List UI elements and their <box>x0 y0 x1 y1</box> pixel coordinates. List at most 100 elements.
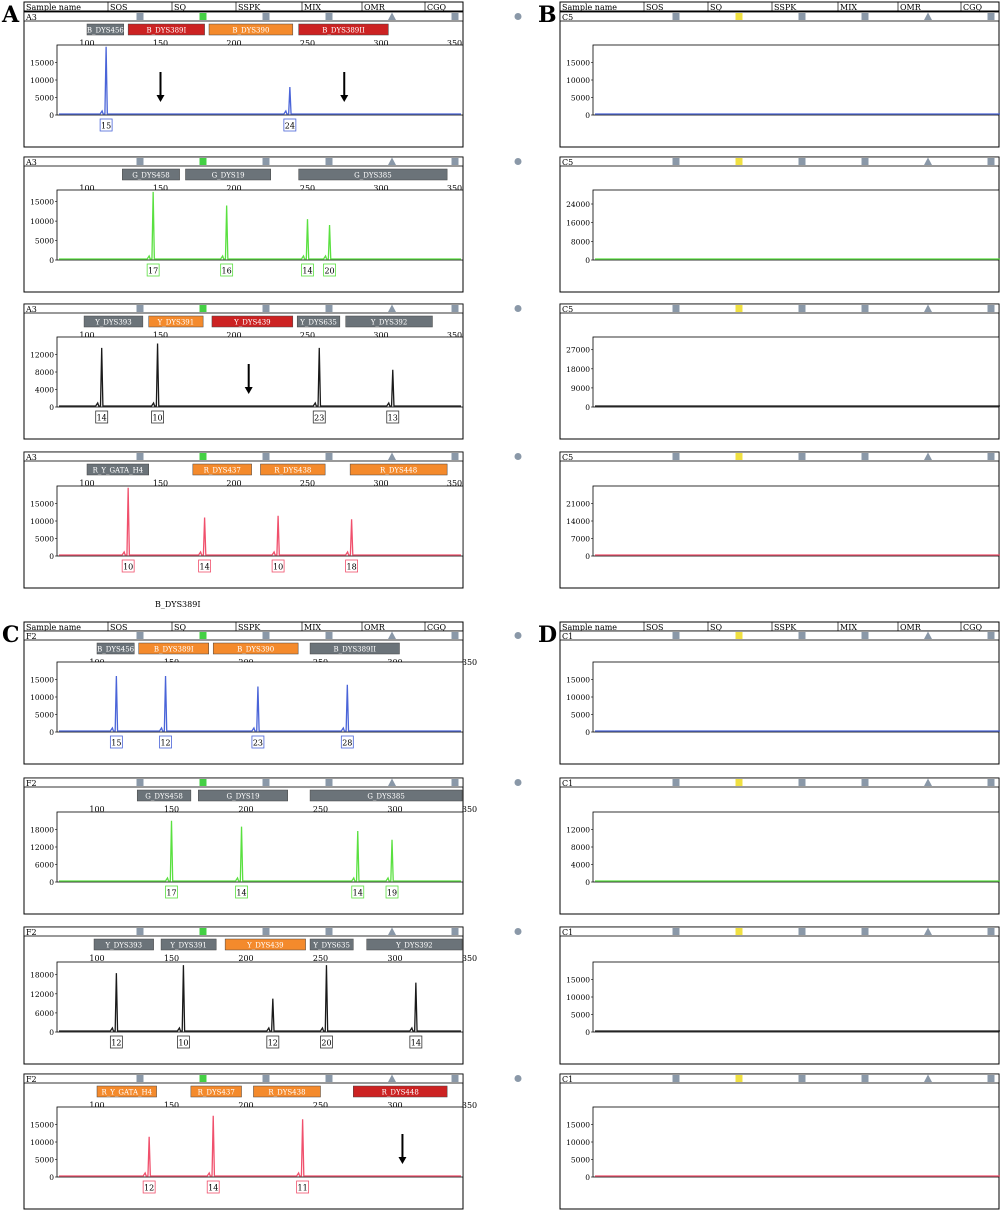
sample-row <box>559 926 1000 937</box>
x-tick-label: 100 <box>79 184 94 193</box>
allele-label: 17 <box>166 889 176 898</box>
allele-label: 11 <box>298 1184 308 1193</box>
status-sq-icon <box>199 1075 207 1082</box>
status-circle-icon <box>514 928 522 935</box>
trace-line <box>59 191 461 260</box>
status-triangle-icon <box>924 1074 932 1082</box>
header-col-cgq: CGQ <box>963 623 983 632</box>
header-col-sq: SQ <box>710 623 722 632</box>
status-sq-icon <box>735 928 743 935</box>
status-triangle-icon <box>924 452 932 460</box>
status-square-icon <box>262 453 270 460</box>
status-square-icon <box>861 453 869 460</box>
status-sq-icon <box>199 928 207 935</box>
allele-box <box>151 410 164 424</box>
trace-line <box>59 343 461 407</box>
status-square-icon <box>136 1075 144 1082</box>
status-sq-icon <box>735 13 743 20</box>
locus-label: Y_DYS392 <box>370 319 408 327</box>
plot-area <box>592 336 1000 408</box>
status-square-icon <box>672 1075 680 1082</box>
status-square-icon <box>262 13 270 20</box>
allele-box <box>271 559 285 573</box>
y-tick-label: 15000 <box>30 676 54 685</box>
allele-label: 23 <box>253 739 263 748</box>
status-square-icon <box>987 305 995 312</box>
y-tick-label: 21000 <box>566 500 590 509</box>
x-tick-label: 300 <box>373 184 388 193</box>
status-square-icon <box>672 779 680 786</box>
locus-label: R_DYS438 <box>268 1089 305 1097</box>
allele-box <box>165 885 178 899</box>
locus-box <box>148 315 204 328</box>
status-triangle-icon <box>388 452 396 460</box>
locus-label: Y_DYS635 <box>299 319 337 327</box>
locus-box <box>224 938 306 951</box>
y-tick-label: 0 <box>585 1028 590 1037</box>
channel-black: C5Y_DYS393Y_DYS391Y_DYS439Y_DYS635Y_DYS3… <box>559 303 1000 440</box>
sample-row <box>559 11 1000 22</box>
plot-area <box>56 336 464 408</box>
x-tick-label: 100 <box>89 805 104 814</box>
status-triangle-icon <box>388 1074 396 1082</box>
status-square-icon <box>987 928 995 935</box>
header-col-omr: OMR <box>364 623 386 632</box>
y-tick-label: 0 <box>49 728 54 737</box>
trace-line <box>59 965 461 1032</box>
status-square-icon <box>325 158 333 165</box>
sample-name: C1 <box>562 1075 573 1084</box>
channel-black: C1Y_DYS393Y_DYS391Y_DYS439Y_DYS635Y_DYS3… <box>559 926 1000 1065</box>
x-tick-label: 100 <box>89 1101 104 1110</box>
status-triangle-icon <box>924 927 932 935</box>
sample-row <box>559 630 1000 641</box>
status-square-icon <box>451 779 459 786</box>
y-tick-label: 4000 <box>35 386 54 395</box>
y-tick-label: 0 <box>49 403 54 412</box>
dropout-arrowhead <box>156 95 165 102</box>
x-tick-label: 150 <box>153 184 168 193</box>
allele-box <box>386 410 400 424</box>
locus-box <box>353 1085 448 1098</box>
locus-label: Y_DYS635 <box>312 942 350 950</box>
locus-label: B_DYS389I <box>146 27 186 35</box>
status-sq-icon <box>199 158 207 165</box>
locus-label: B_DYS389II <box>333 646 376 654</box>
x-tick-label: 200 <box>238 805 253 814</box>
allele-box <box>206 1180 220 1194</box>
locus-box <box>83 315 144 328</box>
allele-box <box>320 1035 333 1049</box>
locus-label: B_DYS390 <box>232 27 269 35</box>
status-square-icon <box>136 453 144 460</box>
sample-row <box>559 303 1000 314</box>
locus-label: G_DYS385 <box>367 793 404 801</box>
header-col-mix: MIX <box>304 3 321 12</box>
header-col-sq: SQ <box>174 623 186 632</box>
y-tick-label: 0 <box>49 1028 54 1037</box>
x-tick-label: 350 <box>462 805 477 814</box>
status-square-icon <box>798 453 806 460</box>
locus-box <box>309 789 463 802</box>
status-square-icon <box>136 928 144 935</box>
x-tick-label: 300 <box>387 1101 402 1110</box>
y-tick-label: 8000 <box>571 843 590 852</box>
status-square-icon <box>672 158 680 165</box>
status-square-icon <box>672 305 680 312</box>
locus-label: R_DYS448 <box>382 1089 419 1097</box>
status-triangle-icon <box>924 157 932 165</box>
allele-label: 23 <box>314 414 324 423</box>
status-sq-icon <box>199 453 207 460</box>
plot-area <box>56 1106 464 1178</box>
sample-row <box>23 777 464 788</box>
status-square-icon <box>798 779 806 786</box>
plot-area <box>56 189 464 261</box>
allele-label: 14 <box>97 414 107 423</box>
header-col-cgq: CGQ <box>427 623 447 632</box>
allele-box <box>296 1180 310 1194</box>
allele-box <box>323 263 336 277</box>
allele-box <box>109 735 123 749</box>
x-tick-label: 350 <box>462 954 477 963</box>
locus-label: Y_DYS439 <box>246 942 284 950</box>
allele-box <box>312 410 326 424</box>
y-tick-label: 8000 <box>35 368 54 377</box>
